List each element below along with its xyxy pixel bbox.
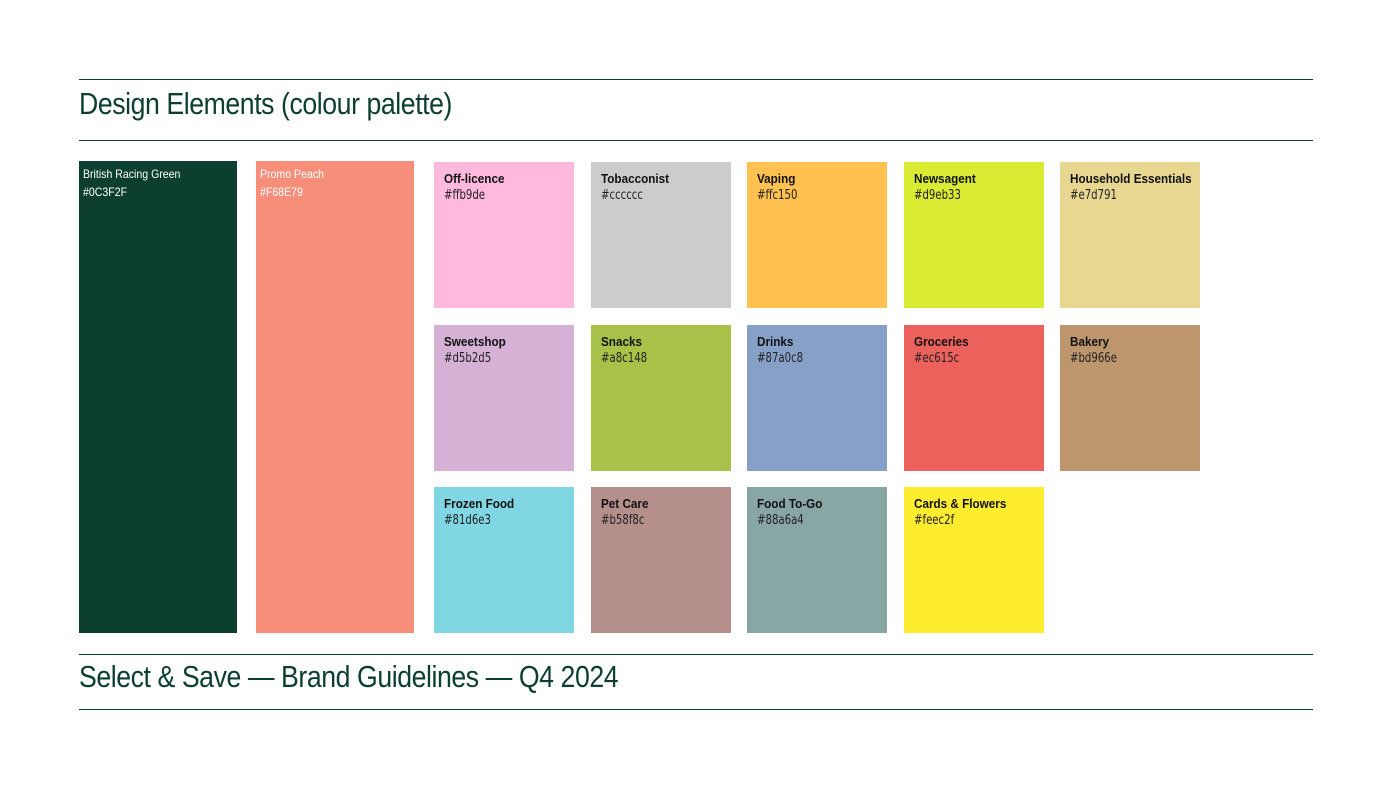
swatch-name: British Racing Green	[83, 167, 181, 181]
swatch-label: Promo Peach #F68E79	[260, 165, 324, 201]
swatch-hex: #e7d791	[1070, 188, 1117, 203]
swatch-hex: #bd966e	[1070, 351, 1117, 366]
swatch-pet-care: Pet Care #b58f8c	[591, 487, 731, 633]
swatch-drinks: Drinks #87a0c8	[747, 325, 887, 471]
top-rule	[79, 79, 1313, 80]
swatch-hex: #ec615c	[914, 351, 960, 366]
swatch-name: Drinks	[757, 334, 794, 349]
swatch-food-to-go: Food To-Go #88a6a4	[747, 487, 887, 633]
swatch-household-essentials: Household Essentials #e7d791	[1060, 162, 1200, 308]
swatch-hex: #ffb9de	[444, 188, 486, 203]
footer-top-rule	[79, 654, 1313, 655]
swatch-hex: #88a6a4	[757, 513, 804, 528]
swatch-name: Pet Care	[601, 496, 649, 511]
page-title: Design Elements (colour palette)	[79, 86, 452, 121]
swatch-name: Vaping	[757, 171, 796, 186]
swatch-name: Groceries	[914, 334, 969, 349]
swatch-bakery: Bakery #bd966e	[1060, 325, 1200, 471]
swatch-name: Frozen Food	[444, 496, 515, 511]
swatch-hex: #F68E79	[260, 185, 303, 199]
swatch-name: Off-licence	[444, 171, 505, 186]
swatch-name: Household Essentials	[1070, 171, 1192, 186]
title-rule	[79, 140, 1313, 141]
swatch-name: Food To-Go	[757, 496, 823, 511]
swatch-label: British Racing Green #0C3F2F	[83, 165, 180, 201]
swatch-name: Tobacconist	[601, 171, 670, 186]
swatch-hex: #d9eb33	[914, 188, 961, 203]
swatch-hex: #feec2f	[914, 513, 955, 528]
swatch-hex: #81d6e3	[444, 513, 491, 528]
swatch-hex: #cccccc	[601, 188, 643, 203]
swatch-name: Promo Peach	[260, 167, 324, 181]
swatch-cards-flowers: Cards & Flowers #feec2f	[904, 487, 1044, 633]
swatch-hex: #ffc150	[757, 188, 798, 203]
swatch-vaping: Vaping #ffc150	[747, 162, 887, 308]
swatch-name: Cards & Flowers	[914, 496, 1007, 511]
swatch-name: Bakery	[1070, 334, 1110, 349]
swatch-newsagent: Newsagent #d9eb33	[904, 162, 1044, 308]
swatch-hex: #d5b2d5	[444, 351, 492, 366]
swatch-hex: #87a0c8	[757, 351, 804, 366]
swatch-hex: #a8c148	[601, 351, 648, 366]
swatch-hex: #0C3F2F	[83, 185, 128, 199]
swatch-name: Snacks	[601, 334, 642, 349]
swatch-groceries: Groceries #ec615c	[904, 325, 1044, 471]
swatch-tobacconist: Tobacconist #cccccc	[591, 162, 731, 308]
swatch-snacks: Snacks #a8c148	[591, 325, 731, 471]
swatch-sweetshop: Sweetshop #d5b2d5	[434, 325, 574, 471]
swatch-name: Sweetshop	[444, 334, 506, 349]
swatch-promo-peach: Promo Peach #F68E79	[256, 161, 414, 633]
swatch-british-racing-green: British Racing Green #0C3F2F	[79, 161, 237, 633]
footer-bottom-rule	[79, 709, 1313, 710]
swatch-name: Newsagent	[914, 171, 976, 186]
swatch-off-licence: Off-licence #ffb9de	[434, 162, 574, 308]
footer-text: Select & Save — Brand Guidelines — Q4 20…	[79, 659, 619, 694]
swatch-frozen-food: Frozen Food #81d6e3	[434, 487, 574, 633]
swatch-hex: #b58f8c	[601, 513, 645, 528]
